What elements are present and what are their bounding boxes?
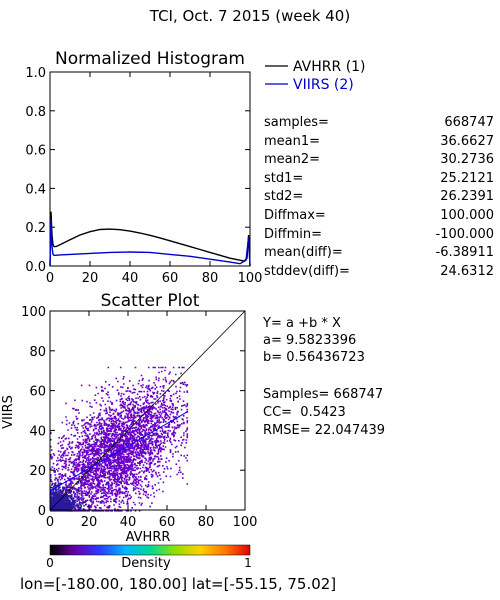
stat-name: Diffmax= <box>264 208 326 223</box>
hist-y-tick-label: 0.4 <box>25 182 46 197</box>
stat-value: -100.000 <box>436 227 494 242</box>
stat-name: Diffmin= <box>264 227 322 242</box>
scatter-x-tick-label: 20 <box>81 515 98 530</box>
regression-cc: CC= 0.5423 <box>263 405 346 420</box>
stat-value: -6.38911 <box>436 245 494 260</box>
regression-samples: Samples= 668747 <box>263 387 383 402</box>
hist-series-line-1 <box>50 212 250 266</box>
stat-row: stddev(diff)= 24.6312 <box>264 264 494 284</box>
scatter-x-tick-label: 80 <box>198 515 215 530</box>
stat-name: stddev(diff)= <box>264 264 350 279</box>
stat-value: 24.6312 <box>440 264 494 279</box>
stat-value: 668747 <box>444 115 494 130</box>
stat-row: Diffmax= 100.000 <box>264 208 494 228</box>
scatter-y-tick-label: 40 <box>29 424 46 439</box>
stat-name: std1= <box>264 171 303 186</box>
scatter-title: Scatter Plot <box>101 291 200 311</box>
regression-b: b= 0.56436723 <box>263 350 365 365</box>
colorbar-label: Density <box>121 556 171 571</box>
density-colorbar: Density 0 1 <box>46 545 252 571</box>
scatter-y-axis-label: VIIRS <box>1 395 16 429</box>
hist-x-tick-label: 60 <box>162 271 179 286</box>
domain-footer: lon=[-180.00, 180.00] lat=[-55.15, 75.02… <box>20 575 336 593</box>
hist-y-tick-label: 0.0 <box>25 260 46 275</box>
hist-y-tick-label: 0.6 <box>25 144 46 159</box>
stat-value: 25.2121 <box>440 171 494 186</box>
scatter-x-axis-label: AVHRR <box>126 530 171 545</box>
scatter-y-tick-label: 0 <box>38 504 46 519</box>
histogram-plot-area <box>50 72 250 266</box>
stat-name: std2= <box>264 189 303 204</box>
legend-label-2: VIIRS (2) <box>293 77 354 93</box>
legend-label-1: AVHRR (1) <box>293 59 366 75</box>
stat-value: 26.2391 <box>440 189 494 204</box>
regression-rmse: RMSE= 22.047439 <box>263 423 385 438</box>
stat-name: samples= <box>264 115 329 130</box>
stat-name: mean2= <box>264 152 320 167</box>
colorbar-gradient <box>50 545 250 555</box>
hist-x-tick-label: 0 <box>46 271 54 286</box>
regression-a: a= 9.5823396 <box>263 333 356 348</box>
stat-value: 30.2736 <box>440 152 494 167</box>
scatter-panel: Scatter Plot 0 20 40 60 80 100 0 20 40 60 80 100 A… <box>1 291 257 545</box>
scatter-y-tick-label: 100 <box>21 305 46 320</box>
scatter-x-tick-label: 40 <box>120 515 137 530</box>
regression-equation: Y= a +b * X <box>263 316 341 331</box>
stat-row: std1= 25.2121 <box>264 171 494 191</box>
page-title: TCI, Oct. 7 2015 (week 40) <box>149 7 350 25</box>
stat-value: 36.6627 <box>440 134 494 149</box>
scatter-y-tick-label: 80 <box>29 345 46 360</box>
hist-x-tick-label: 20 <box>82 271 99 286</box>
stat-name: mean1= <box>264 134 320 149</box>
hist-x-tick-label: 80 <box>202 271 219 286</box>
stat-row: mean1= 36.6627 <box>264 134 494 154</box>
stat-row: mean(diff)= -6.38911 <box>264 245 494 265</box>
hist-y-tick-label: 0.8 <box>25 105 46 120</box>
scatter-x-tick-label: 100 <box>233 515 258 530</box>
scatter-x-tick-label: 0 <box>46 515 54 530</box>
scatter-y-tick-label: 20 <box>29 464 46 479</box>
stat-row: Diffmin= -100.000 <box>264 227 494 247</box>
hist-y-tick-label: 0.2 <box>25 221 46 236</box>
hist-x-tick-label: 40 <box>122 271 139 286</box>
stat-name: mean(diff)= <box>264 245 343 260</box>
stat-row: std2= 26.2391 <box>264 189 494 209</box>
hist-x-tick-label: 100 <box>238 271 263 286</box>
stat-row: mean2= 30.2736 <box>264 152 494 172</box>
hist-series-line-2 <box>50 219 250 266</box>
scatter-y-tick-label: 60 <box>29 385 46 400</box>
hist-y-tick-label: 1.0 <box>25 66 46 81</box>
stat-row: samples= 668747 <box>264 115 494 135</box>
scatter-x-tick-label: 60 <box>159 515 176 530</box>
histogram-title: Normalized Histogram <box>55 49 245 69</box>
colorbar-max-label: 1 <box>244 556 252 570</box>
colorbar-min-label: 0 <box>46 556 54 570</box>
stat-value: 100.000 <box>440 208 494 223</box>
